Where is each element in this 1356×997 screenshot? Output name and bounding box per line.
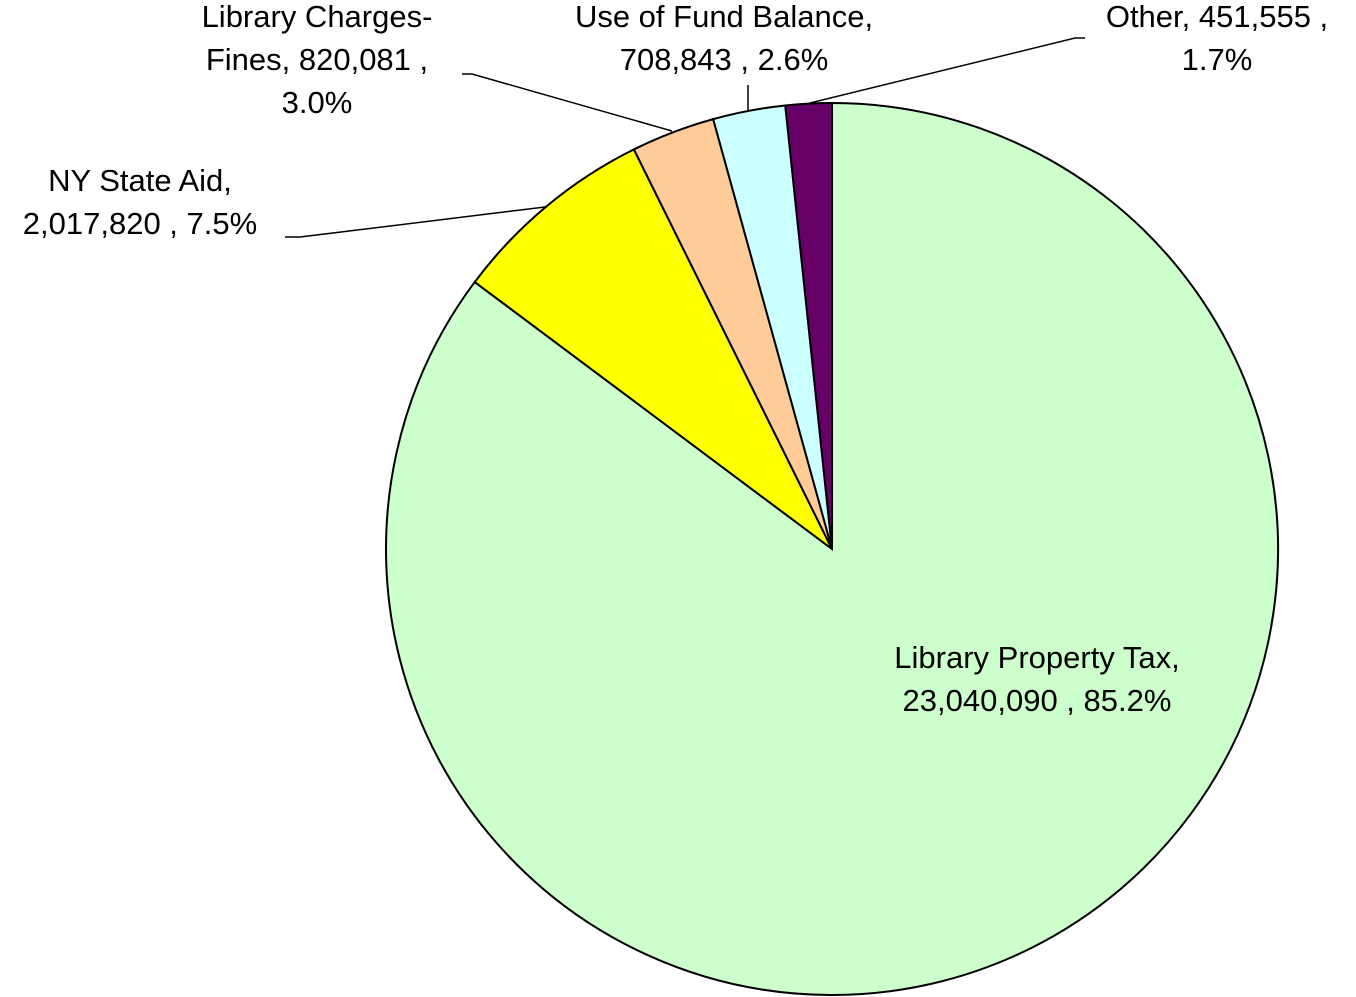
slice-label-line: NY State Aid, (48, 163, 232, 198)
slice-label: Library Property Tax, 23,040,090 , 85.2% (894, 640, 1179, 718)
slice-label-line: 2,017,820 , 7.5% (23, 206, 257, 241)
pie-slice (784, 101, 833, 550)
slice-label-line: Other, 451,555 , (1106, 0, 1328, 34)
slice-label-line: Library Property Tax, (894, 640, 1179, 675)
slice-label-line: Fines, 820,081 , (206, 42, 428, 77)
leader-line (462, 73, 673, 132)
leader-line (285, 206, 546, 238)
slice-label: Use of Fund Balance, 708,843 , 2.6% (575, 0, 873, 77)
slice-label-line: 1.7% (1182, 42, 1253, 77)
slice-label: Other, 451,555 , 1.7% (1106, 0, 1328, 77)
leader-line (809, 37, 1085, 104)
slice-label: NY State Aid, 2,017,820 , 7.5% (23, 163, 257, 241)
slice-label-line: 708,843 , 2.6% (620, 42, 829, 77)
pie-slice (473, 148, 833, 550)
slice-label-line: Use of Fund Balance, (575, 0, 873, 34)
slice-label-line: 23,040,090 , 85.2% (903, 683, 1172, 718)
slice-label: Library Charges- Fines, 820,081 , 3.0% (202, 0, 433, 120)
slice-label-line: 3.0% (282, 85, 353, 120)
slice-label-line: Library Charges- (202, 0, 433, 34)
